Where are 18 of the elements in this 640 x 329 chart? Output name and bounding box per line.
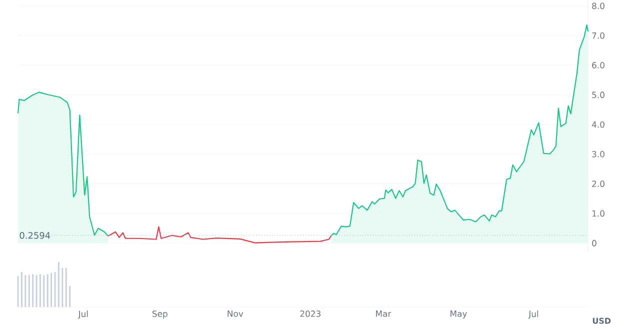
y-tick-label: 4.0 xyxy=(592,121,604,128)
y-tick-label: 3.0 xyxy=(592,150,604,158)
x-tick-label: Jul xyxy=(78,310,88,319)
y-tick-label: 2.0 xyxy=(592,180,604,188)
x-tick-label: Jul xyxy=(528,310,538,319)
x-tick-label: Mar xyxy=(376,310,392,317)
y-tick-label: 7.0 xyxy=(592,32,604,39)
y-tick-label: 0 xyxy=(592,240,596,246)
x-tick-label: Nov xyxy=(228,310,244,317)
line-series xyxy=(108,226,332,244)
y-tick-label: 1.0 xyxy=(592,210,604,217)
y-tick-label: 8.0 xyxy=(592,2,604,10)
x-tick-label: 2023 xyxy=(300,310,320,317)
y-tick-label: 5.0 xyxy=(592,92,604,98)
x-tick-label: May xyxy=(450,310,467,318)
y-tick-label: 6.0 xyxy=(592,62,604,68)
ref-line-label: 0.2594 xyxy=(20,232,50,239)
x-tick-label: Sep xyxy=(152,310,168,319)
